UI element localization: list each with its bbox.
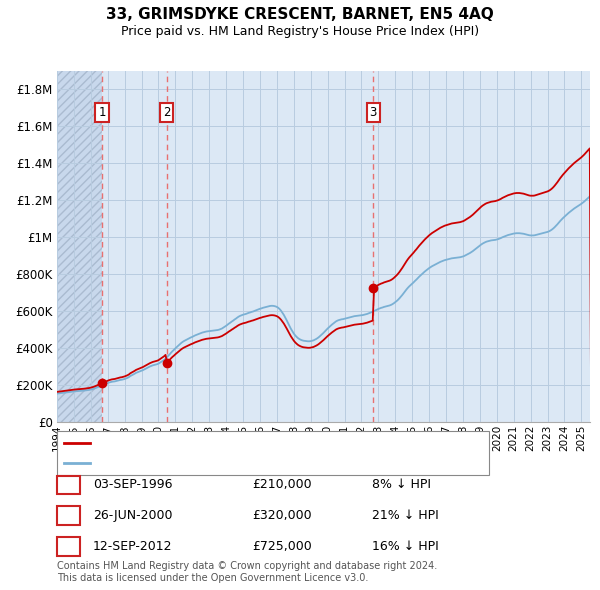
Text: 3: 3 (370, 106, 377, 119)
Text: 3: 3 (64, 540, 73, 553)
Text: Price paid vs. HM Land Registry's House Price Index (HPI): Price paid vs. HM Land Registry's House … (121, 25, 479, 38)
Text: 2: 2 (64, 509, 73, 522)
Text: 1: 1 (64, 478, 73, 491)
Text: 2: 2 (163, 106, 170, 119)
Text: HPI: Average price, detached house, Barnet: HPI: Average price, detached house, Barn… (95, 458, 338, 467)
Text: £320,000: £320,000 (252, 509, 311, 522)
Text: 1: 1 (98, 106, 106, 119)
Text: 26-JUN-2000: 26-JUN-2000 (93, 509, 173, 522)
Text: 33, GRIMSDYKE CRESCENT, BARNET, EN5 4AQ: 33, GRIMSDYKE CRESCENT, BARNET, EN5 4AQ (106, 7, 494, 22)
Text: £725,000: £725,000 (252, 540, 312, 553)
Text: £210,000: £210,000 (252, 478, 311, 491)
Text: 33, GRIMSDYKE CRESCENT, BARNET, EN5 4AQ (detached house): 33, GRIMSDYKE CRESCENT, BARNET, EN5 4AQ … (95, 438, 454, 448)
Text: Contains HM Land Registry data © Crown copyright and database right 2024.
This d: Contains HM Land Registry data © Crown c… (57, 561, 437, 583)
Text: 8% ↓ HPI: 8% ↓ HPI (372, 478, 431, 491)
Text: 03-SEP-1996: 03-SEP-1996 (93, 478, 173, 491)
Text: 21% ↓ HPI: 21% ↓ HPI (372, 509, 439, 522)
Text: 12-SEP-2012: 12-SEP-2012 (93, 540, 173, 553)
Bar (57, 71, 102, 422)
Text: 16% ↓ HPI: 16% ↓ HPI (372, 540, 439, 553)
